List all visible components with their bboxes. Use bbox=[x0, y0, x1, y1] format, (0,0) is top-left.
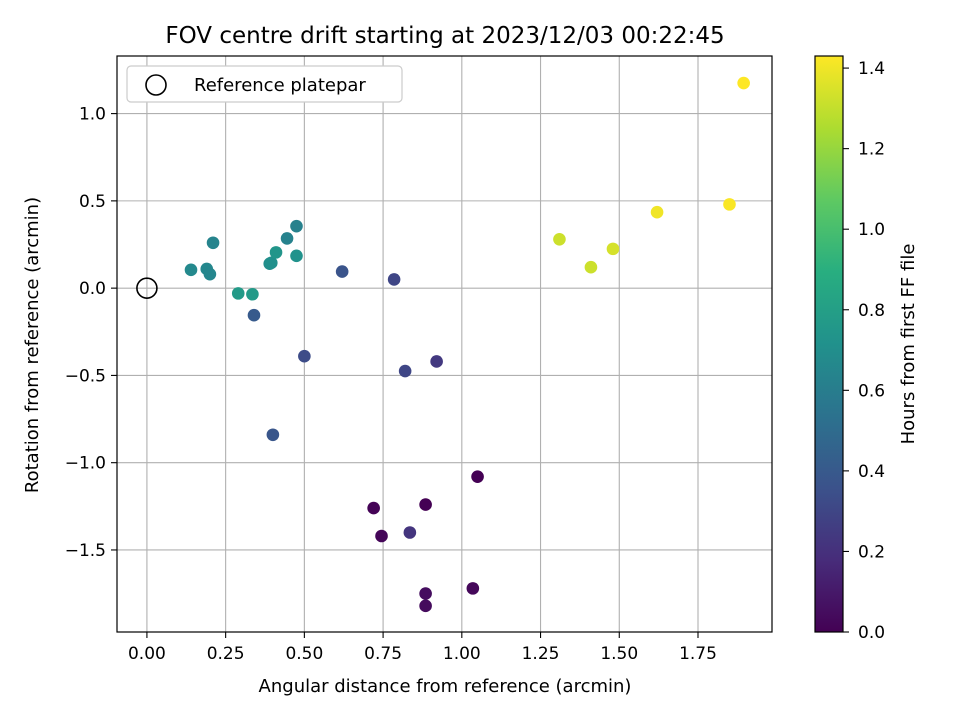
colorbar-tick-label: 0.2 bbox=[858, 542, 885, 562]
colorbar-tick-label: 0.0 bbox=[858, 623, 885, 643]
colorbar-label: Hours from first FF file bbox=[898, 244, 919, 445]
y-axis-ticks: 1.0 0.5 0.0 −0.5 −1.0 −1.5 bbox=[65, 105, 117, 561]
data-point bbox=[466, 582, 480, 595]
plot-frame bbox=[116, 55, 773, 633]
legend-marker-icon bbox=[145, 74, 167, 96]
colorbar-tick-label: 0.6 bbox=[858, 381, 885, 401]
data-point bbox=[387, 273, 401, 286]
data-point bbox=[335, 265, 349, 278]
x-tick-label: 0.75 bbox=[364, 644, 402, 664]
data-point bbox=[298, 349, 311, 363]
data-point bbox=[367, 501, 380, 515]
data-point bbox=[184, 263, 198, 277]
x-tick-label: 1.50 bbox=[600, 644, 638, 664]
colorbar-ticks: 0.0 0.2 0.4 0.6 0.8 1.0 1.2 1.4 bbox=[843, 59, 885, 643]
data-point bbox=[430, 355, 443, 368]
data-point bbox=[398, 364, 412, 378]
y-tick-label: −1.5 bbox=[65, 541, 106, 561]
grid bbox=[117, 56, 772, 632]
x-tick-label: 0.25 bbox=[207, 644, 245, 664]
x-tick-label: 1.75 bbox=[679, 644, 717, 664]
colorbar-tick-label: 1.2 bbox=[858, 140, 885, 160]
y-tick-label: 1.0 bbox=[79, 105, 106, 125]
data-point bbox=[419, 599, 432, 613]
colorbar-tick-label: 0.4 bbox=[858, 462, 885, 482]
data-point bbox=[266, 428, 280, 442]
colorbar-tick-label: 1.0 bbox=[858, 220, 885, 240]
data-point bbox=[723, 198, 736, 211]
data-point bbox=[206, 236, 220, 250]
y-axis-label: Rotation from reference (arcmin) bbox=[22, 197, 43, 493]
x-tick-label: 1.00 bbox=[443, 644, 481, 664]
colorbar-tick-label: 0.8 bbox=[858, 301, 885, 321]
x-axis-label: Angular distance from reference (arcmin) bbox=[259, 676, 632, 697]
colorbar-tick-label: 1.4 bbox=[858, 59, 885, 79]
x-tick-label: 1.25 bbox=[522, 644, 560, 664]
y-tick-label: −1.0 bbox=[65, 454, 106, 474]
data-point bbox=[231, 287, 245, 300]
x-axis-ticks: 0.00 0.25 0.50 0.75 1.00 1.25 1.50 1.75 bbox=[128, 632, 717, 664]
legend: Reference platepar bbox=[126, 65, 403, 103]
y-tick-label: 0.0 bbox=[79, 279, 106, 299]
x-tick-label: 0.50 bbox=[285, 644, 323, 664]
data-point bbox=[265, 256, 278, 270]
data-point bbox=[650, 205, 664, 219]
y-tick-label: 0.5 bbox=[79, 192, 106, 212]
legend-entry-reference: Reference platepar bbox=[194, 75, 366, 96]
data-point bbox=[280, 232, 294, 245]
data-point bbox=[419, 587, 432, 600]
data-point bbox=[269, 246, 283, 259]
y-tick-label: −0.5 bbox=[65, 366, 106, 386]
data-point bbox=[203, 267, 217, 281]
data-point bbox=[290, 249, 303, 263]
data-point bbox=[419, 498, 432, 511]
data-point bbox=[606, 242, 620, 256]
reference-marker bbox=[136, 277, 158, 299]
data-point bbox=[471, 470, 484, 483]
data-point bbox=[584, 260, 598, 274]
data-point bbox=[737, 76, 750, 90]
data-point bbox=[375, 529, 388, 543]
data-point bbox=[553, 232, 566, 246]
data-points bbox=[184, 76, 750, 613]
x-tick-label: 0.00 bbox=[128, 644, 166, 664]
data-point bbox=[403, 526, 417, 539]
chart-title: FOV centre drift starting at 2023/12/03 … bbox=[165, 23, 724, 49]
colorbar-gradient bbox=[814, 55, 844, 633]
legend-box bbox=[126, 65, 403, 103]
data-point bbox=[246, 287, 259, 301]
data-point bbox=[247, 308, 261, 322]
data-point bbox=[290, 219, 303, 233]
colorbar: 0.0 0.2 0.4 0.6 0.8 1.0 1.2 1.4 Hours from firs… bbox=[814, 55, 919, 643]
